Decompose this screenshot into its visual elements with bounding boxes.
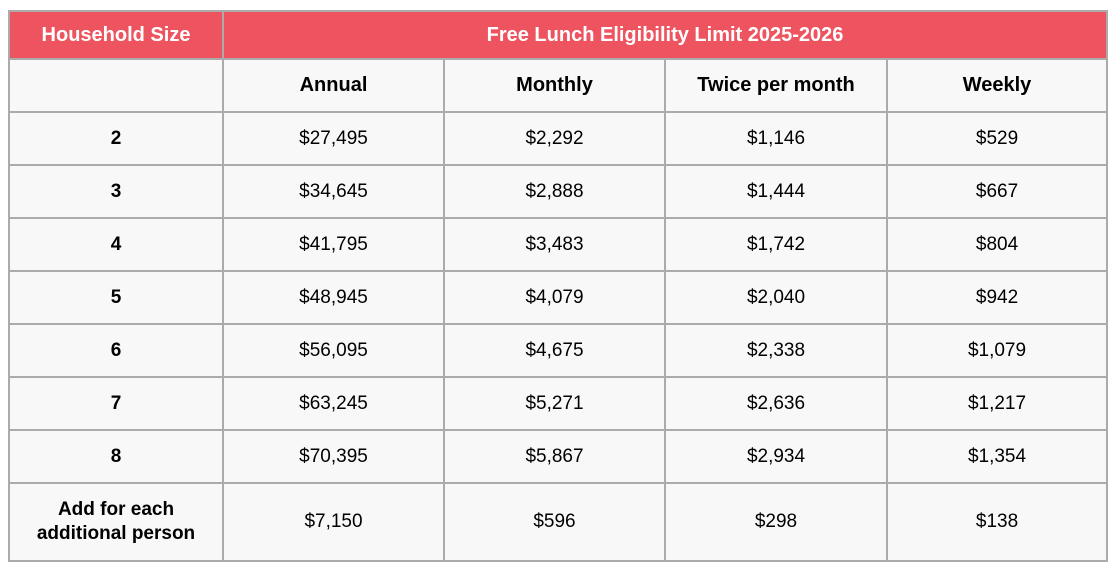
- cell-annual: $7,150: [222, 482, 445, 562]
- column-header-annual: Annual: [222, 58, 445, 113]
- cell-weekly: $138: [885, 482, 1109, 562]
- cell-weekly: $942: [885, 270, 1109, 325]
- column-header-weekly: Weekly: [885, 58, 1109, 113]
- table-row-household-3: 3 $34,645 $2,888 $1,444 $667: [8, 164, 1109, 219]
- column-header-twice-per-month: Twice per month: [664, 58, 888, 113]
- cell-monthly: $5,271: [443, 376, 666, 431]
- cell-monthly: $4,675: [443, 323, 666, 378]
- row-label: 8: [8, 429, 224, 484]
- cell-monthly: $596: [443, 482, 666, 562]
- table-title: Free Lunch Eligibility Limit 2025-2026: [221, 10, 1109, 60]
- cell-monthly: $3,483: [443, 217, 666, 272]
- cell-twice-per-month: $2,338: [664, 323, 888, 378]
- table-row-household-5: 5 $48,945 $4,079 $2,040 $942: [8, 270, 1109, 325]
- cell-annual: $56,095: [222, 323, 445, 378]
- table-header-row: Household Size Free Lunch Eligibility Li…: [8, 10, 1109, 60]
- free-lunch-eligibility-table: Household Size Free Lunch Eligibility Li…: [8, 10, 1109, 562]
- cell-twice-per-month: $2,636: [664, 376, 888, 431]
- column-header-monthly: Monthly: [443, 58, 666, 113]
- cell-monthly: $4,079: [443, 270, 666, 325]
- cell-annual: $63,245: [222, 376, 445, 431]
- row-label: 6: [8, 323, 224, 378]
- table-row-additional-person: Add for each additional person $7,150 $5…: [8, 482, 1109, 562]
- cell-monthly: $2,292: [443, 111, 666, 166]
- table-row-household-8: 8 $70,395 $5,867 $2,934 $1,354: [8, 429, 1109, 484]
- row-label: 4: [8, 217, 224, 272]
- corner-header-household-size: Household Size: [8, 10, 224, 60]
- cell-annual: $48,945: [222, 270, 445, 325]
- cell-annual: $34,645: [222, 164, 445, 219]
- cell-twice-per-month: $1,742: [664, 217, 888, 272]
- table-row-household-7: 7 $63,245 $5,271 $2,636 $1,217: [8, 376, 1109, 431]
- row-label: 2: [8, 111, 224, 166]
- column-header-row: Annual Monthly Twice per month Weekly: [8, 58, 1109, 113]
- cell-weekly: $1,079: [885, 323, 1109, 378]
- cell-twice-per-month: $2,934: [664, 429, 888, 484]
- cell-annual: $70,395: [222, 429, 445, 484]
- table-row-household-4: 4 $41,795 $3,483 $1,742 $804: [8, 217, 1109, 272]
- table-row-household-6: 6 $56,095 $4,675 $2,338 $1,079: [8, 323, 1109, 378]
- cell-weekly: $667: [885, 164, 1109, 219]
- cell-twice-per-month: $1,146: [664, 111, 888, 166]
- cell-weekly: $1,217: [885, 376, 1109, 431]
- row-label: 7: [8, 376, 224, 431]
- cell-twice-per-month: $1,444: [664, 164, 888, 219]
- row-label: 3: [8, 164, 224, 219]
- cell-twice-per-month: $298: [664, 482, 888, 562]
- cell-monthly: $2,888: [443, 164, 666, 219]
- column-header-empty: [8, 58, 224, 113]
- cell-annual: $41,795: [222, 217, 445, 272]
- row-label: Add for each additional person: [8, 482, 224, 562]
- row-label: 5: [8, 270, 224, 325]
- cell-weekly: $1,354: [885, 429, 1109, 484]
- cell-weekly: $529: [885, 111, 1109, 166]
- table-row-household-2: 2 $27,495 $2,292 $1,146 $529: [8, 111, 1109, 166]
- cell-twice-per-month: $2,040: [664, 270, 888, 325]
- cell-monthly: $5,867: [443, 429, 666, 484]
- cell-weekly: $804: [885, 217, 1109, 272]
- cell-annual: $27,495: [222, 111, 445, 166]
